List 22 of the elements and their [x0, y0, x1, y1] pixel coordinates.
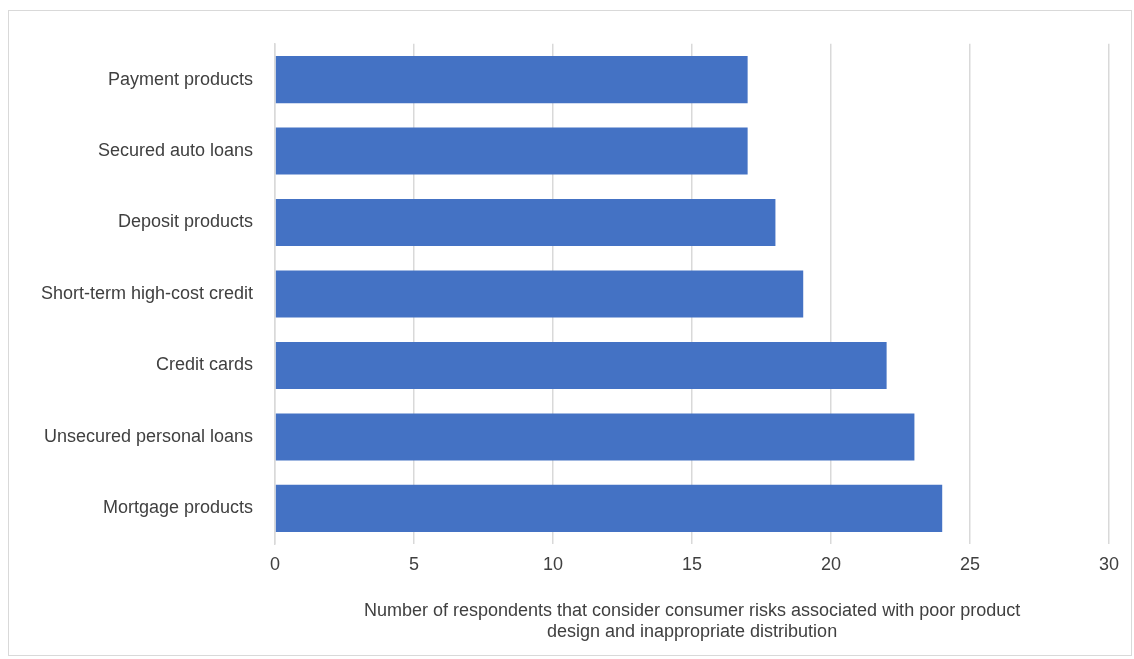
y-tick-label: Mortgage products	[102, 497, 254, 518]
x-tick-label: 15	[682, 553, 703, 574]
bar	[275, 127, 748, 175]
bar	[275, 55, 748, 104]
bar	[275, 413, 915, 461]
y-tick-label: Deposit products	[117, 211, 254, 232]
x-tick-label: 30	[1098, 553, 1120, 574]
x-tick-label: 25	[960, 553, 981, 574]
x-tick-label: 10	[543, 553, 564, 574]
y-tick-label: Secured auto loans	[97, 140, 254, 160]
bar	[275, 198, 776, 247]
y-tick-label: Payment products	[107, 68, 254, 89]
bar	[275, 341, 887, 390]
x-tick-label: 5	[409, 553, 420, 574]
y-tick-label: Short-term high-cost credit	[40, 282, 254, 303]
x-tick-label: 20	[821, 553, 842, 574]
y-tick-label: Unsecured personal loans	[43, 425, 254, 446]
bar	[275, 270, 804, 318]
y-tick-label: Credit cards	[156, 354, 254, 375]
bar	[275, 484, 943, 533]
x-tick-label: 0	[270, 553, 281, 574]
x-axis-title: Number of respondents that consider consumer risks associated with poor product design and inappropriate distribution	[363, 599, 1021, 642]
